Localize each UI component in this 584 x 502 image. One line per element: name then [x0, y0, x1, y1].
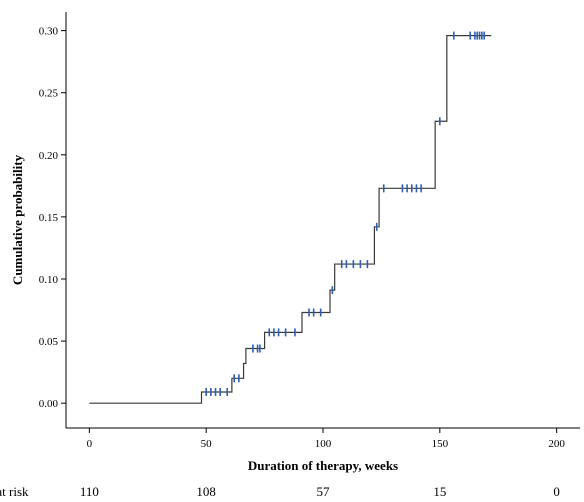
- y-tick-label: 0.25: [39, 88, 59, 100]
- x-tick-label: 50: [201, 438, 213, 450]
- x-tick-label: 100: [315, 438, 332, 450]
- y-tick-label: 0.20: [39, 150, 59, 162]
- y-tick-label: 0.00: [39, 398, 59, 410]
- at-risk-count: 15: [433, 484, 446, 499]
- at-risk-count: 110: [80, 484, 99, 499]
- cumulative-probability-line: [89, 34, 492, 404]
- censor-marks: [205, 31, 486, 396]
- number-at-risk-row: No. at risk 110 108 57 15 0: [0, 484, 560, 499]
- y-tick-label: 0.05: [39, 336, 59, 348]
- y-ticks: 0.00 0.05 0.10 0.15 0.20 0.25 0.30: [39, 26, 66, 410]
- y-tick-label: 0.10: [39, 274, 59, 286]
- at-risk-count: 0: [553, 484, 560, 499]
- x-axis-label: Duration of therapy, weeks: [248, 458, 398, 473]
- x-ticks: 0 50 100 150 200: [87, 428, 565, 450]
- y-tick-label: 0.15: [39, 212, 59, 224]
- y-axis-label: Cumulative probability: [10, 154, 25, 285]
- axes: [65, 12, 580, 429]
- x-tick-label: 200: [548, 438, 565, 450]
- y-tick-label: 0.30: [39, 26, 59, 38]
- x-tick-label: 150: [432, 438, 449, 450]
- number-at-risk-label: No. at risk: [0, 484, 29, 499]
- x-tick-label: 0: [87, 438, 93, 450]
- at-risk-count: 108: [196, 484, 216, 499]
- at-risk-count: 57: [317, 484, 331, 499]
